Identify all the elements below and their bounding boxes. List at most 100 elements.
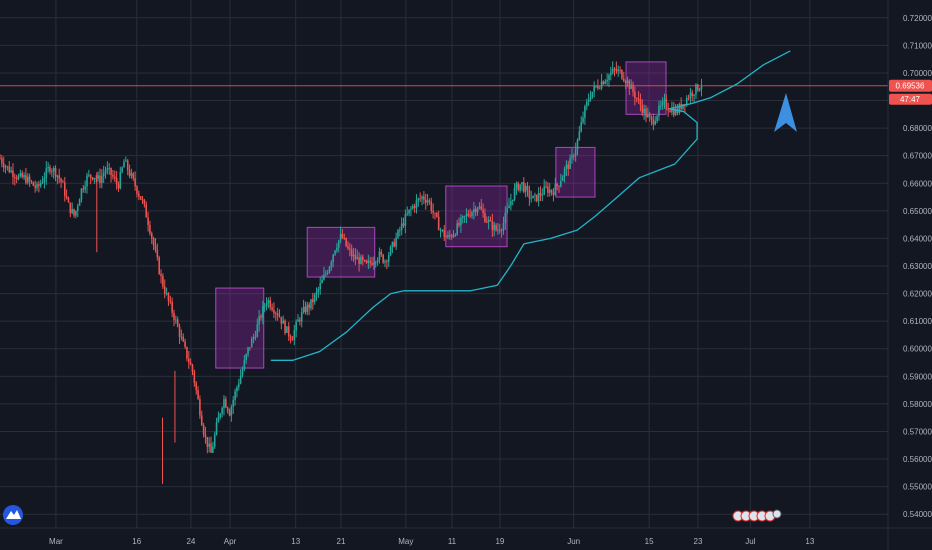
candle-body — [402, 223, 405, 226]
candle-body — [571, 155, 573, 158]
candle-body — [669, 110, 671, 113]
candle-body — [302, 306, 305, 313]
candle-body — [604, 81, 607, 84]
candle-body — [67, 197, 70, 203]
candle-body — [176, 319, 179, 327]
candle-body — [610, 72, 612, 76]
candle-body — [154, 245, 157, 250]
candle-body — [428, 200, 431, 202]
candle-body — [132, 173, 135, 179]
candle-body — [173, 312, 175, 320]
candle-body — [241, 369, 244, 376]
candle-body — [672, 108, 675, 115]
price-tick-label: 0.72000 — [903, 14, 932, 23]
price-tick-label: 0.70000 — [903, 69, 932, 78]
candle-body — [32, 182, 35, 186]
candle-body — [460, 217, 462, 226]
candle-body — [195, 382, 198, 391]
candle-body — [152, 238, 155, 246]
price-axis-ticks: 0.720000.710000.700000.690000.680000.670… — [903, 14, 932, 519]
candle-body — [386, 261, 388, 263]
candle-body — [289, 336, 292, 340]
candle-body — [598, 88, 601, 89]
candle-body — [112, 174, 114, 177]
candle-body — [647, 114, 649, 118]
candle-body — [76, 205, 79, 211]
candle-body — [39, 183, 42, 186]
candle-body — [123, 161, 125, 168]
economic-events-icon[interactable] — [732, 509, 782, 522]
candle-body — [476, 208, 479, 213]
candle-body — [89, 174, 92, 178]
candle-body — [461, 216, 464, 218]
candle-body — [554, 183, 557, 196]
candle-body — [12, 170, 14, 178]
candle-body — [158, 257, 160, 274]
candle-body — [606, 79, 608, 82]
candle-body — [91, 177, 94, 180]
candle-body — [73, 209, 75, 216]
candle-body — [698, 89, 701, 91]
candle-body — [143, 199, 146, 205]
candle-body — [408, 209, 410, 214]
candle-body — [263, 305, 266, 307]
candle-body — [47, 167, 49, 169]
candle-body — [245, 354, 247, 361]
candle-body — [658, 105, 660, 116]
candle-body — [60, 178, 62, 182]
time-tick-label: 19 — [495, 537, 504, 546]
candle-body — [391, 242, 394, 247]
candle-body — [212, 446, 214, 453]
candle-body — [619, 69, 621, 71]
current-price-tag: 0.69536 47:47 — [889, 79, 932, 105]
candle-body — [486, 221, 488, 223]
candle-body — [84, 186, 86, 190]
candle-body — [284, 320, 286, 333]
candle-body — [336, 247, 338, 251]
candle-body — [480, 206, 483, 210]
candle-body — [582, 117, 584, 123]
candle-body — [663, 99, 666, 102]
candle-body — [204, 434, 207, 437]
price-tick-label: 0.60000 — [903, 345, 932, 354]
candle-body — [671, 108, 673, 113]
candle-body — [656, 115, 658, 122]
candle-body — [534, 194, 536, 196]
candle-body — [347, 246, 349, 249]
candle-body — [473, 208, 475, 213]
candle-body — [121, 167, 123, 172]
candle-body — [569, 157, 571, 169]
candle-body — [254, 336, 257, 338]
candle-body — [324, 273, 327, 275]
candle-body — [369, 260, 371, 263]
candle-body — [332, 254, 334, 263]
candle-body — [45, 168, 48, 179]
candle-body — [213, 434, 216, 447]
candle-body — [500, 230, 503, 232]
candle-body — [17, 175, 20, 180]
candle-body — [193, 371, 196, 383]
candle-body — [413, 206, 416, 208]
candle-body — [695, 84, 697, 95]
candle-body — [556, 183, 558, 186]
candle-body — [95, 178, 98, 179]
candle-body — [167, 293, 170, 301]
candle-body — [8, 166, 11, 172]
candle-body — [274, 313, 277, 315]
candle-body — [28, 176, 31, 182]
candle-body — [106, 168, 109, 171]
tradingview-logo-icon[interactable] — [3, 505, 23, 525]
candle-body — [249, 347, 251, 349]
candle-body — [380, 251, 383, 255]
candle-body — [138, 193, 140, 197]
candle-body — [165, 293, 168, 294]
candle-body — [674, 108, 677, 115]
candle-body — [374, 262, 377, 264]
candle-body — [197, 390, 199, 400]
candle-body — [276, 313, 279, 316]
candle-body — [650, 116, 653, 120]
candle-body — [700, 86, 703, 90]
candle-body — [361, 256, 364, 261]
candle-body — [250, 338, 253, 348]
